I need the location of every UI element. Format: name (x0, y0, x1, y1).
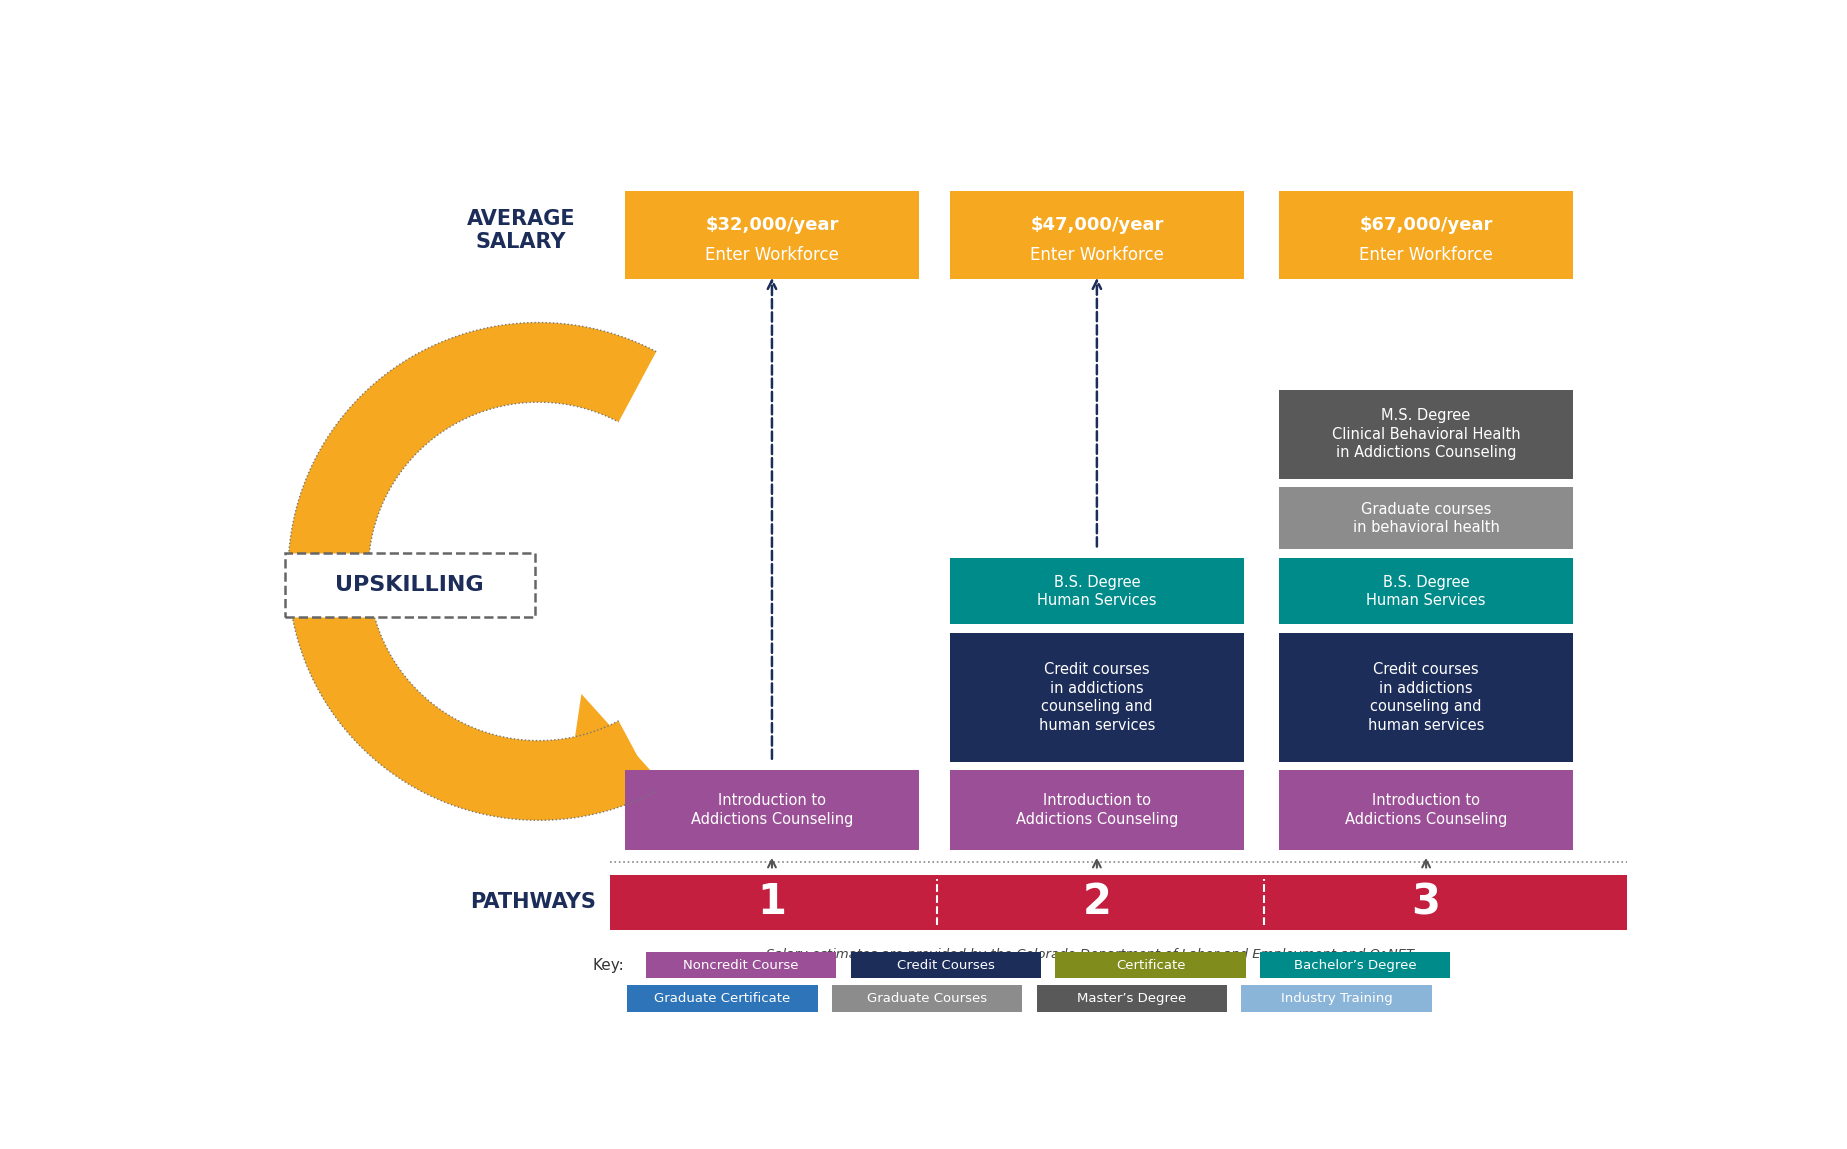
Polygon shape (567, 694, 693, 818)
Text: Graduate courses
in behavioral health: Graduate courses in behavioral health (1352, 501, 1500, 535)
Text: Enter Workforce: Enter Workforce (1031, 246, 1164, 263)
FancyBboxPatch shape (1280, 558, 1574, 625)
Text: Certificate: Certificate (1116, 958, 1186, 972)
FancyBboxPatch shape (626, 191, 918, 279)
Text: Industry Training: Industry Training (1280, 993, 1393, 1005)
FancyBboxPatch shape (626, 771, 918, 850)
Text: Enter Workforce: Enter Workforce (1359, 246, 1492, 263)
Text: PATHWAYS: PATHWAYS (469, 893, 597, 912)
Text: Graduate Courses: Graduate Courses (868, 993, 988, 1005)
FancyBboxPatch shape (610, 874, 1627, 930)
Text: AVERAGE
SALARY: AVERAGE SALARY (467, 209, 574, 253)
Text: Enter Workforce: Enter Workforce (706, 246, 839, 263)
FancyBboxPatch shape (284, 553, 536, 617)
FancyBboxPatch shape (646, 951, 837, 979)
FancyBboxPatch shape (851, 951, 1042, 979)
Polygon shape (288, 323, 656, 820)
Text: Noncredit Course: Noncredit Course (683, 958, 800, 972)
FancyBboxPatch shape (1241, 986, 1431, 1012)
Text: $32,000/year: $32,000/year (706, 216, 839, 233)
FancyBboxPatch shape (949, 633, 1243, 762)
Text: 2: 2 (1082, 881, 1112, 924)
FancyBboxPatch shape (949, 771, 1243, 850)
FancyBboxPatch shape (1280, 191, 1574, 279)
Text: Bachelor’s Degree: Bachelor’s Degree (1295, 958, 1417, 972)
Text: Introduction to
Addictions Counseling: Introduction to Addictions Counseling (691, 794, 853, 827)
FancyBboxPatch shape (1055, 951, 1245, 979)
Text: M.S. Degree
Clinical Behavioral Health
in Addictions Counseling: M.S. Degree Clinical Behavioral Health i… (1332, 408, 1520, 461)
FancyBboxPatch shape (1260, 951, 1450, 979)
FancyBboxPatch shape (949, 558, 1243, 625)
Text: Graduate Certificate: Graduate Certificate (654, 993, 791, 1005)
Text: $47,000/year: $47,000/year (1031, 216, 1164, 233)
Text: Introduction to
Addictions Counseling: Introduction to Addictions Counseling (1016, 794, 1178, 827)
FancyBboxPatch shape (1280, 633, 1574, 762)
Text: $67,000/year: $67,000/year (1359, 216, 1492, 233)
Text: B.S. Degree
Human Services: B.S. Degree Human Services (1367, 574, 1485, 608)
Text: Credit courses
in addictions
counseling and
human services: Credit courses in addictions counseling … (1369, 662, 1485, 733)
FancyBboxPatch shape (833, 986, 1023, 1012)
Text: Key:: Key: (593, 957, 624, 972)
FancyBboxPatch shape (1036, 986, 1226, 1012)
FancyBboxPatch shape (949, 191, 1243, 279)
Text: 3: 3 (1411, 881, 1441, 924)
Text: Introduction to
Addictions Counseling: Introduction to Addictions Counseling (1345, 794, 1507, 827)
FancyBboxPatch shape (1280, 390, 1574, 478)
FancyBboxPatch shape (1280, 487, 1574, 549)
FancyBboxPatch shape (628, 986, 818, 1012)
Text: B.S. Degree
Human Services: B.S. Degree Human Services (1038, 574, 1156, 608)
Text: Credit Courses: Credit Courses (898, 958, 996, 972)
FancyBboxPatch shape (1280, 771, 1574, 850)
Text: Credit courses
in addictions
counseling and
human services: Credit courses in addictions counseling … (1038, 662, 1154, 733)
Text: UPSKILLING: UPSKILLING (336, 574, 484, 595)
Text: 1: 1 (757, 881, 787, 924)
Text: Salary estimates are provided by the Colorado Department of Labor and Employment: Salary estimates are provided by the Col… (767, 948, 1413, 961)
Text: Master’s Degree: Master’s Degree (1077, 993, 1186, 1005)
